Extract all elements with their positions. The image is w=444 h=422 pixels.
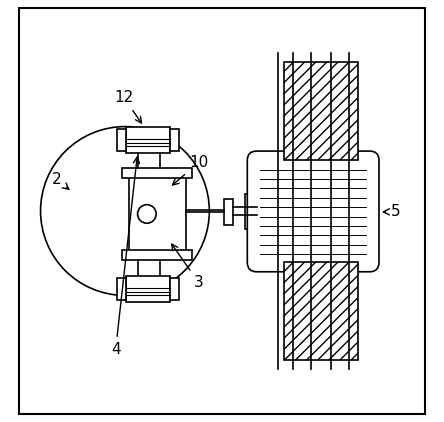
Text: 12: 12	[115, 90, 142, 123]
Bar	[122, 168, 192, 178]
Bar	[170, 278, 178, 300]
FancyBboxPatch shape	[247, 151, 379, 272]
Bar	[126, 127, 170, 153]
Bar	[117, 129, 126, 151]
Text: 4: 4	[111, 157, 139, 357]
Bar	[117, 278, 126, 300]
Bar	[285, 262, 358, 360]
Text: 5: 5	[383, 204, 400, 219]
Bar	[126, 276, 170, 302]
Bar	[285, 62, 358, 160]
Circle shape	[138, 205, 156, 223]
Text: 3: 3	[172, 244, 204, 290]
Bar	[129, 177, 186, 251]
Bar	[224, 199, 234, 225]
Text: 10: 10	[173, 155, 208, 185]
Bar	[170, 129, 178, 151]
Bar	[122, 250, 192, 260]
Text: 2: 2	[52, 172, 69, 189]
Bar	[245, 194, 257, 229]
